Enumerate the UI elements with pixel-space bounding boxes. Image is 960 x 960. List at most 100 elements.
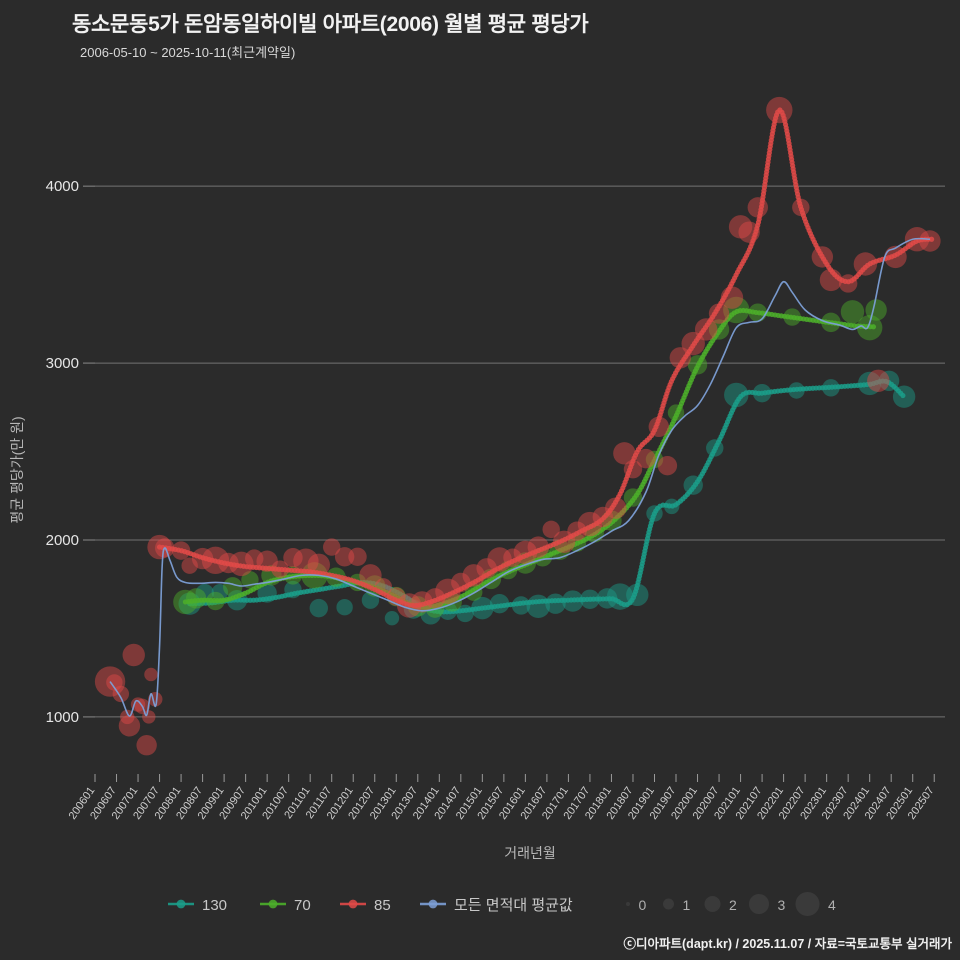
data-point[interactable] xyxy=(792,198,810,217)
data-point[interactable] xyxy=(724,382,749,408)
legend-item-130[interactable]: 130 xyxy=(168,897,227,914)
data-point[interactable] xyxy=(271,560,289,578)
data-point[interactable] xyxy=(195,583,214,603)
data-point[interactable] xyxy=(130,697,146,712)
data-point[interactable] xyxy=(191,547,214,570)
data-point[interactable] xyxy=(613,442,636,465)
data-point[interactable] xyxy=(838,274,858,293)
data-point[interactable] xyxy=(853,252,878,276)
data-point[interactable] xyxy=(284,580,302,599)
data-point[interactable] xyxy=(657,455,678,476)
data-point[interactable] xyxy=(878,370,900,391)
data-point[interactable] xyxy=(334,547,355,567)
data-point[interactable] xyxy=(865,299,887,321)
data-point[interactable] xyxy=(361,591,380,609)
data-point[interactable] xyxy=(788,382,805,399)
data-point[interactable] xyxy=(766,96,793,124)
data-point[interactable] xyxy=(257,583,277,603)
data-point[interactable] xyxy=(605,497,627,519)
data-point[interactable] xyxy=(245,549,264,568)
legend-item-모든-면적대-평균값[interactable]: 모든 면적대 평균값 xyxy=(420,897,573,914)
data-point[interactable] xyxy=(596,588,618,609)
data-point[interactable] xyxy=(503,548,522,567)
data-point[interactable] xyxy=(181,557,198,574)
data-point[interactable] xyxy=(374,578,393,596)
data-point[interactable] xyxy=(229,551,254,577)
data-point[interactable] xyxy=(136,735,157,756)
data-point[interactable] xyxy=(819,268,843,292)
data-point[interactable] xyxy=(489,593,510,614)
legend-item-70[interactable]: 70 xyxy=(260,897,311,914)
data-point[interactable] xyxy=(694,318,718,341)
data-point[interactable] xyxy=(359,564,382,587)
data-point[interactable] xyxy=(384,611,400,626)
data-point[interactable] xyxy=(840,300,865,324)
legend-item-85[interactable]: 85 xyxy=(340,897,391,914)
data-point[interactable] xyxy=(669,347,692,369)
data-point[interactable] xyxy=(720,286,744,309)
data-point[interactable] xyxy=(646,505,663,522)
data-point[interactable] xyxy=(201,546,230,575)
data-point[interactable] xyxy=(708,319,730,340)
data-point[interactable] xyxy=(336,599,353,616)
legend[interactable]: 130 70 85 모든 면적대 평균값 0 1 2 3 4 xyxy=(168,892,836,916)
data-point[interactable] xyxy=(562,590,584,612)
data-point[interactable] xyxy=(592,506,614,528)
data-point[interactable] xyxy=(738,221,760,243)
data-point[interactable] xyxy=(256,550,278,572)
data-point[interactable] xyxy=(606,583,634,610)
data-point[interactable] xyxy=(144,667,158,682)
data-point[interactable] xyxy=(747,197,768,218)
data-point[interactable] xyxy=(857,371,882,396)
data-point[interactable] xyxy=(171,541,191,560)
data-point[interactable] xyxy=(206,591,225,611)
data-point[interactable] xyxy=(118,715,141,737)
data-point[interactable] xyxy=(211,583,229,601)
data-point[interactable] xyxy=(526,594,550,619)
data-point[interactable] xyxy=(527,536,549,558)
data-point[interactable] xyxy=(545,593,566,614)
data-point[interactable] xyxy=(892,385,916,408)
data-point[interactable] xyxy=(147,534,172,560)
data-point[interactable] xyxy=(687,355,708,375)
data-point[interactable] xyxy=(667,404,685,421)
data-point[interactable] xyxy=(396,593,422,618)
data-point[interactable] xyxy=(307,553,330,576)
data-point[interactable] xyxy=(173,589,198,615)
data-point[interactable] xyxy=(723,296,750,324)
data-point[interactable] xyxy=(919,230,941,252)
data-point[interactable] xyxy=(462,564,485,587)
data-point[interactable] xyxy=(648,416,669,437)
data-point[interactable] xyxy=(752,383,772,403)
data-point[interactable] xyxy=(580,589,600,609)
data-point[interactable] xyxy=(748,303,767,322)
data-point[interactable] xyxy=(811,246,834,268)
data-point[interactable] xyxy=(783,308,801,326)
data-point[interactable] xyxy=(223,577,243,597)
data-point[interactable] xyxy=(471,596,494,620)
data-point[interactable] xyxy=(681,331,705,356)
data-point[interactable] xyxy=(577,511,603,537)
data-point[interactable] xyxy=(476,558,497,579)
data-point[interactable] xyxy=(348,547,367,567)
data-point[interactable] xyxy=(424,588,446,609)
data-point[interactable] xyxy=(542,520,560,539)
data-point[interactable] xyxy=(218,552,239,574)
data-point[interactable] xyxy=(309,598,328,618)
data-point[interactable] xyxy=(456,604,474,623)
data-point[interactable] xyxy=(293,548,319,574)
data-point[interactable] xyxy=(122,643,145,667)
data-point[interactable] xyxy=(856,314,883,341)
data-point[interactable] xyxy=(728,215,753,239)
data-point[interactable] xyxy=(623,488,643,507)
data-point[interactable] xyxy=(623,460,643,479)
data-point[interactable] xyxy=(451,572,471,593)
data-point[interactable] xyxy=(822,379,840,397)
data-point[interactable] xyxy=(567,521,587,541)
data-point[interactable] xyxy=(708,303,730,324)
data-point[interactable] xyxy=(706,439,724,457)
data-point[interactable] xyxy=(664,498,680,515)
data-point[interactable] xyxy=(323,538,341,556)
data-point[interactable] xyxy=(435,578,461,605)
data-point[interactable] xyxy=(487,547,512,572)
